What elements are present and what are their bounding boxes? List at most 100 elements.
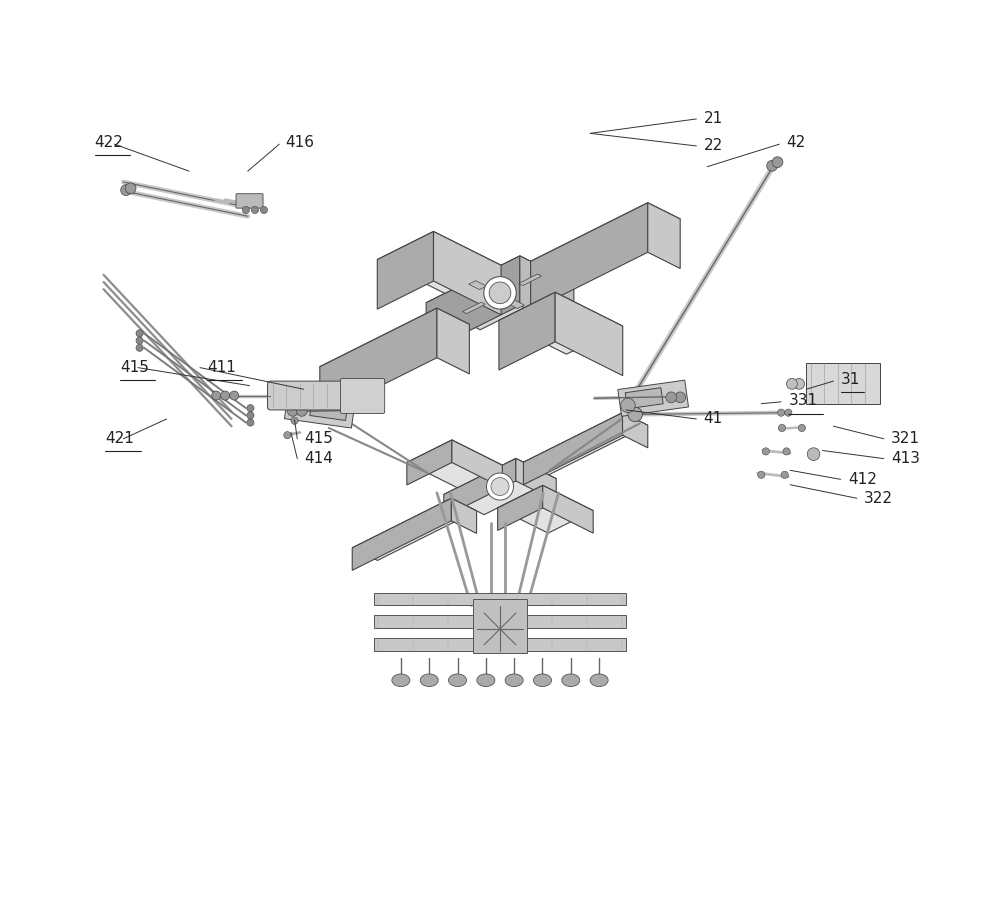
Circle shape — [284, 432, 291, 439]
FancyBboxPatch shape — [618, 380, 689, 416]
Text: 422: 422 — [95, 135, 123, 150]
Circle shape — [221, 391, 230, 400]
Ellipse shape — [590, 674, 608, 687]
Circle shape — [247, 412, 254, 419]
Polygon shape — [520, 256, 574, 332]
Polygon shape — [407, 440, 502, 487]
Text: 42: 42 — [787, 135, 806, 150]
Circle shape — [230, 391, 239, 400]
Text: 416: 416 — [286, 135, 315, 150]
Polygon shape — [623, 413, 648, 448]
Circle shape — [121, 185, 131, 196]
Circle shape — [794, 378, 805, 389]
Text: 331: 331 — [788, 394, 817, 408]
Text: 31: 31 — [841, 372, 860, 387]
Circle shape — [125, 183, 136, 194]
Circle shape — [291, 417, 298, 424]
Circle shape — [260, 206, 268, 214]
Polygon shape — [352, 498, 451, 570]
Text: 322: 322 — [864, 491, 893, 505]
Polygon shape — [437, 308, 469, 374]
Polygon shape — [519, 274, 542, 286]
Polygon shape — [648, 203, 680, 268]
Polygon shape — [499, 292, 623, 354]
Polygon shape — [452, 440, 502, 487]
Polygon shape — [426, 256, 520, 352]
Circle shape — [491, 478, 509, 496]
Ellipse shape — [477, 674, 495, 687]
Text: 412: 412 — [848, 472, 877, 487]
Circle shape — [772, 157, 783, 168]
Bar — [374, 638, 626, 651]
Circle shape — [247, 419, 254, 426]
Circle shape — [787, 378, 797, 389]
Polygon shape — [451, 498, 477, 533]
Text: 22: 22 — [704, 139, 723, 153]
Ellipse shape — [420, 674, 438, 687]
Polygon shape — [320, 308, 469, 383]
Polygon shape — [498, 486, 543, 531]
Bar — [374, 615, 626, 628]
Bar — [473, 599, 527, 653]
Circle shape — [296, 405, 307, 416]
Circle shape — [807, 448, 820, 460]
Polygon shape — [469, 281, 486, 289]
Polygon shape — [352, 498, 477, 560]
Circle shape — [287, 405, 298, 416]
Polygon shape — [531, 203, 648, 311]
Circle shape — [212, 391, 221, 400]
Circle shape — [785, 409, 792, 416]
Text: 411: 411 — [207, 360, 236, 375]
Ellipse shape — [505, 674, 523, 687]
Polygon shape — [543, 486, 593, 533]
FancyBboxPatch shape — [284, 392, 355, 428]
Ellipse shape — [562, 674, 580, 687]
Ellipse shape — [533, 674, 551, 687]
Polygon shape — [516, 459, 556, 501]
Circle shape — [489, 282, 511, 304]
FancyBboxPatch shape — [341, 378, 385, 414]
Circle shape — [486, 473, 514, 500]
Circle shape — [767, 160, 778, 171]
FancyBboxPatch shape — [310, 399, 348, 421]
Text: 41: 41 — [704, 412, 723, 426]
Circle shape — [242, 206, 250, 214]
Polygon shape — [320, 308, 437, 416]
Text: 413: 413 — [891, 451, 920, 466]
Circle shape — [778, 424, 786, 432]
FancyBboxPatch shape — [236, 194, 263, 208]
Text: 414: 414 — [304, 451, 333, 466]
Polygon shape — [499, 292, 555, 370]
Circle shape — [783, 448, 790, 455]
Circle shape — [136, 330, 143, 337]
Circle shape — [247, 405, 254, 412]
Polygon shape — [444, 459, 516, 517]
Circle shape — [666, 392, 677, 403]
Polygon shape — [523, 413, 648, 475]
Text: 415: 415 — [304, 432, 333, 446]
Circle shape — [136, 344, 143, 351]
Polygon shape — [444, 459, 556, 514]
Polygon shape — [531, 203, 680, 278]
Polygon shape — [506, 299, 524, 308]
Circle shape — [621, 398, 635, 413]
Circle shape — [484, 277, 516, 309]
Text: 421: 421 — [105, 432, 134, 446]
Polygon shape — [407, 440, 452, 485]
Ellipse shape — [392, 674, 410, 687]
Text: 321: 321 — [891, 432, 920, 446]
Polygon shape — [377, 232, 501, 294]
Polygon shape — [555, 292, 623, 376]
FancyBboxPatch shape — [806, 363, 880, 404]
Circle shape — [781, 471, 788, 478]
Circle shape — [778, 409, 785, 416]
FancyBboxPatch shape — [268, 381, 345, 410]
Text: 415: 415 — [120, 360, 149, 375]
Ellipse shape — [449, 674, 467, 687]
Bar — [374, 593, 626, 605]
Polygon shape — [426, 256, 574, 330]
Circle shape — [762, 448, 769, 455]
Circle shape — [628, 407, 642, 422]
Circle shape — [758, 471, 765, 478]
Circle shape — [136, 337, 143, 344]
